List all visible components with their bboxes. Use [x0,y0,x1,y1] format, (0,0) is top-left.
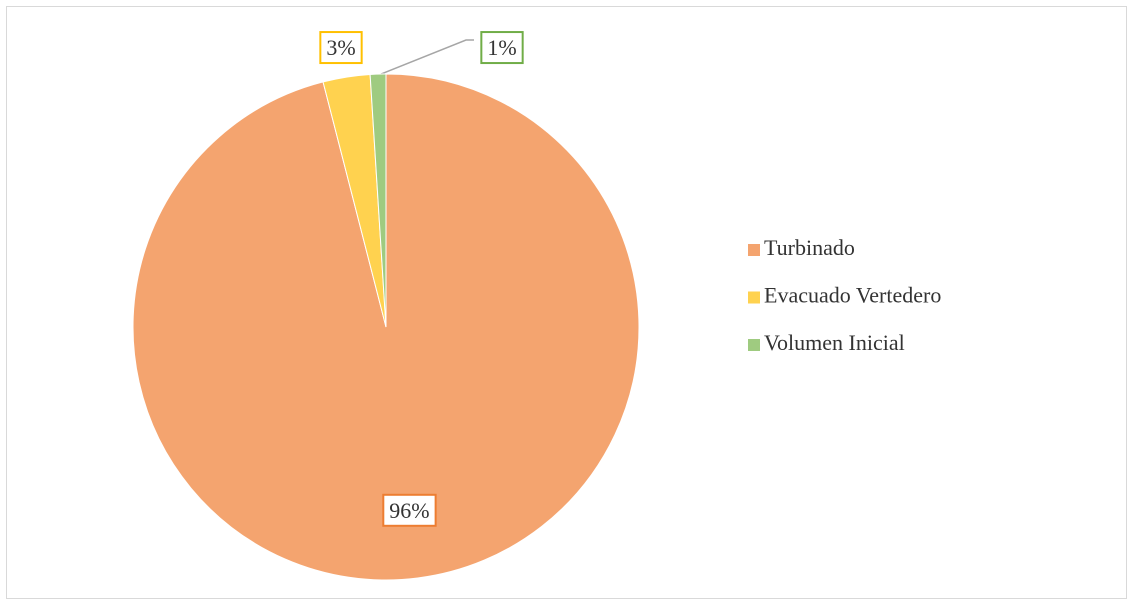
legend-label: Volumen Inicial [764,330,905,355]
data-label: 3% [326,35,355,60]
legend-label: Turbinado [764,235,855,260]
legend-swatch [748,291,760,304]
leader-line [380,39,474,75]
legend-swatch [748,244,760,256]
legend-swatch [748,339,760,351]
legend-label: Evacuado Vertedero [764,283,941,308]
data-label-box [382,493,437,527]
data-label-box [480,31,524,65]
pie-slice [369,73,387,328]
data-label: 96% [389,498,429,523]
data-label-box [319,31,363,65]
data-label: 1% [487,35,516,60]
